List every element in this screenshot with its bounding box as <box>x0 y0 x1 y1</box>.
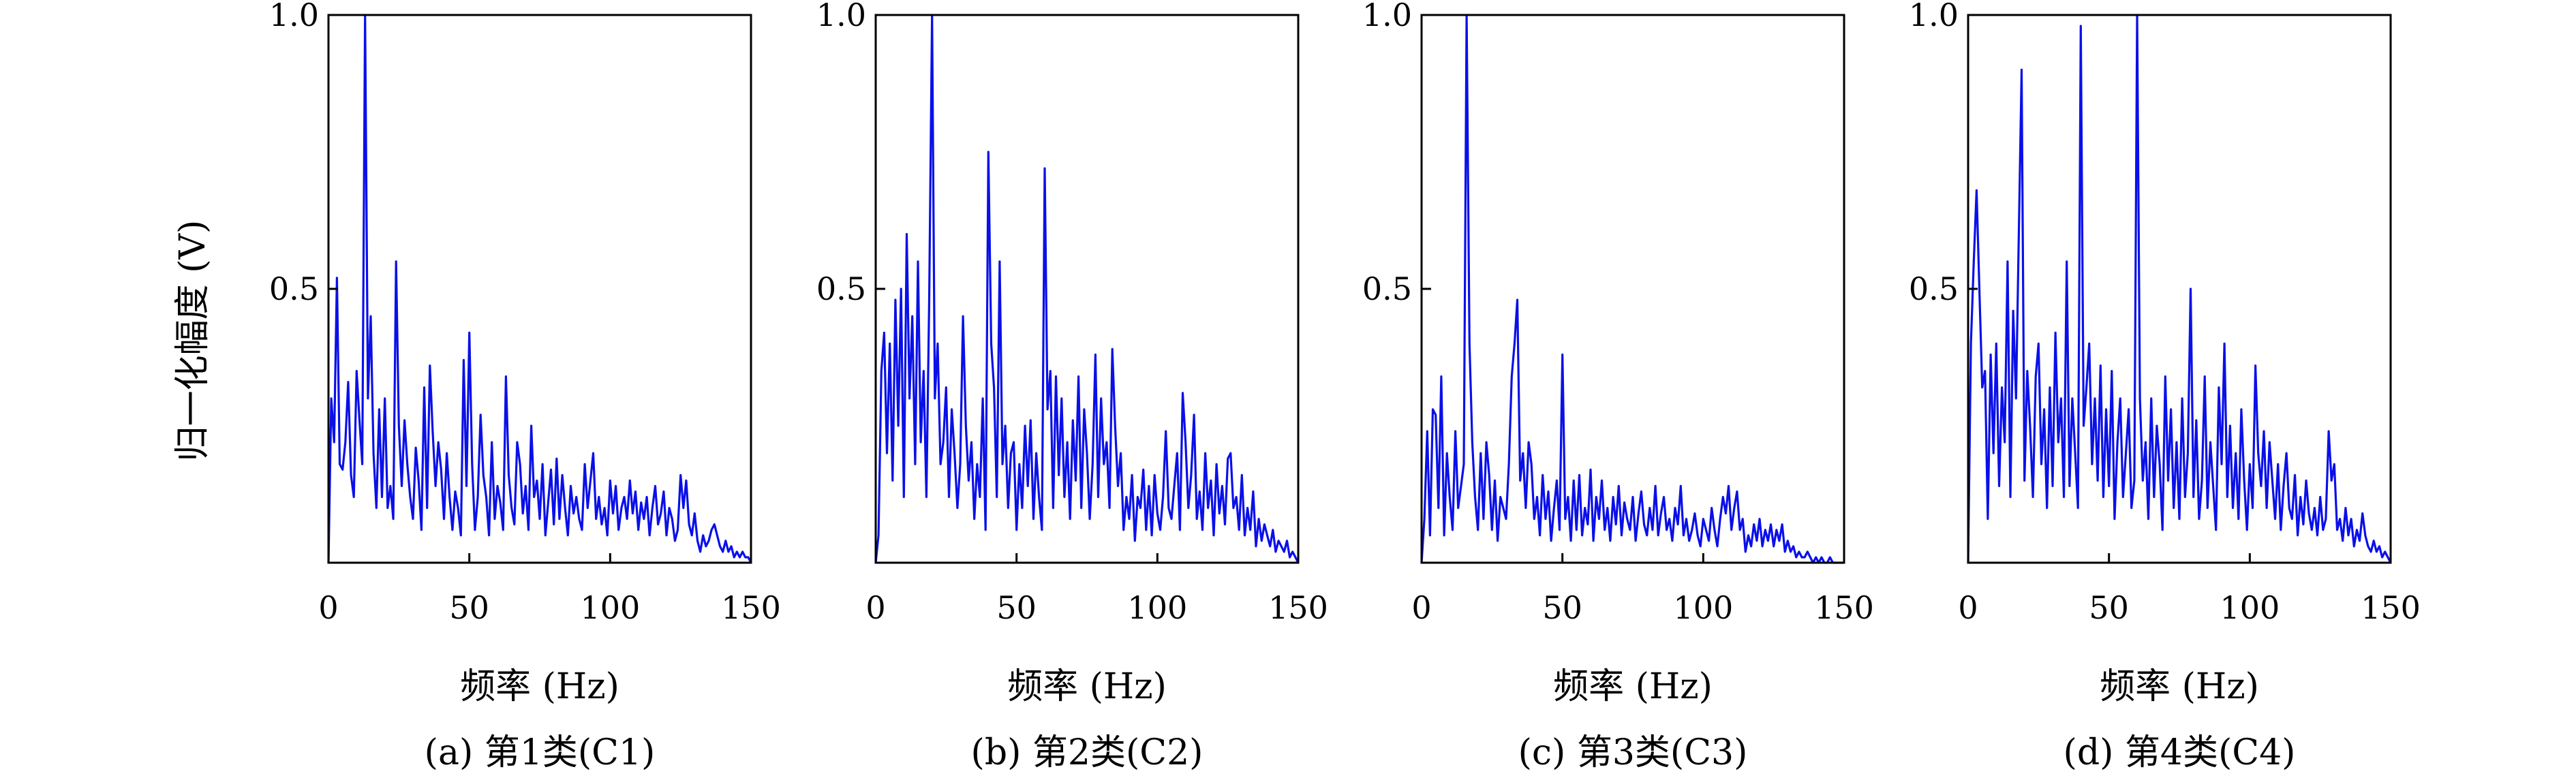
x-tick-label: 50 <box>449 589 489 626</box>
y-tick-label: 0.5 <box>1362 270 1412 307</box>
x-tick-label: 150 <box>721 589 781 626</box>
chart-panel-3: 0 50 100 150 0.5 1.0 频率 (Hz) (c) 第3类(C3) <box>1362 0 1874 773</box>
panel-caption: (b) 第2类(C2) <box>971 732 1203 773</box>
panel-caption: (c) 第3类(C3) <box>1518 732 1748 773</box>
x-tick-label: 100 <box>580 589 640 626</box>
y-tick-label: 0.5 <box>269 270 319 307</box>
x-tick-label: 0 <box>865 589 885 626</box>
x-axis-label: 频率 (Hz) <box>2100 666 2259 707</box>
panels: 0 50 100 150 0.5 1.0 频率 (Hz) (a) 第1类(C1) 0 50 100 1… <box>269 0 2421 773</box>
x-axis-label: 频率 (Hz) <box>1007 666 1167 707</box>
chart-panel-2: 0 50 100 150 0.5 1.0 频率 (Hz) (b) 第2类(C2) <box>816 0 1328 773</box>
y-axis-label: 归一化幅度 (V) <box>172 220 213 462</box>
x-tick-label: 50 <box>2089 589 2129 626</box>
y-tick-label: 1.0 <box>269 0 319 33</box>
x-tick-label: 150 <box>1268 589 1328 626</box>
plot-frame <box>327 14 752 564</box>
x-tick-label: 0 <box>318 589 338 626</box>
chart-panel-1: 0 50 100 150 0.5 1.0 频率 (Hz) (a) 第1类(C1) <box>269 0 781 773</box>
x-tick-label: 150 <box>1814 589 1874 626</box>
series-line <box>874 14 1300 563</box>
panel-caption: (a) 第1类(C1) <box>425 732 656 773</box>
panel-caption: (d) 第4类(C4) <box>2064 732 2296 773</box>
chart-panel-4: 0 50 100 150 0.5 1.0 频率 (Hz) (d) 第4类(C4) <box>1909 0 2421 773</box>
y-tick-label: 1.0 <box>816 0 866 33</box>
series-line <box>1967 14 2392 563</box>
y-tick-label: 1.0 <box>1909 0 1959 33</box>
series-line <box>327 14 752 563</box>
x-tick-label: 0 <box>1411 589 1431 626</box>
x-tick-label: 0 <box>1958 589 1978 626</box>
series-line <box>1420 14 1844 564</box>
x-tick-label: 50 <box>996 589 1037 626</box>
x-tick-label: 100 <box>1673 589 1733 626</box>
y-tick-label: 0.5 <box>816 270 866 307</box>
plot-frame <box>874 14 1300 564</box>
x-tick-label: 50 <box>1542 589 1582 626</box>
y-tick-label: 1.0 <box>1362 0 1412 33</box>
x-tick-label: 100 <box>2220 589 2280 626</box>
x-axis-label: 频率 (Hz) <box>460 666 619 707</box>
x-axis-label: 频率 (Hz) <box>1553 666 1713 707</box>
x-tick-label: 150 <box>2361 589 2421 626</box>
x-tick-label: 100 <box>1127 589 1187 626</box>
y-tick-label: 0.5 <box>1909 270 1959 307</box>
